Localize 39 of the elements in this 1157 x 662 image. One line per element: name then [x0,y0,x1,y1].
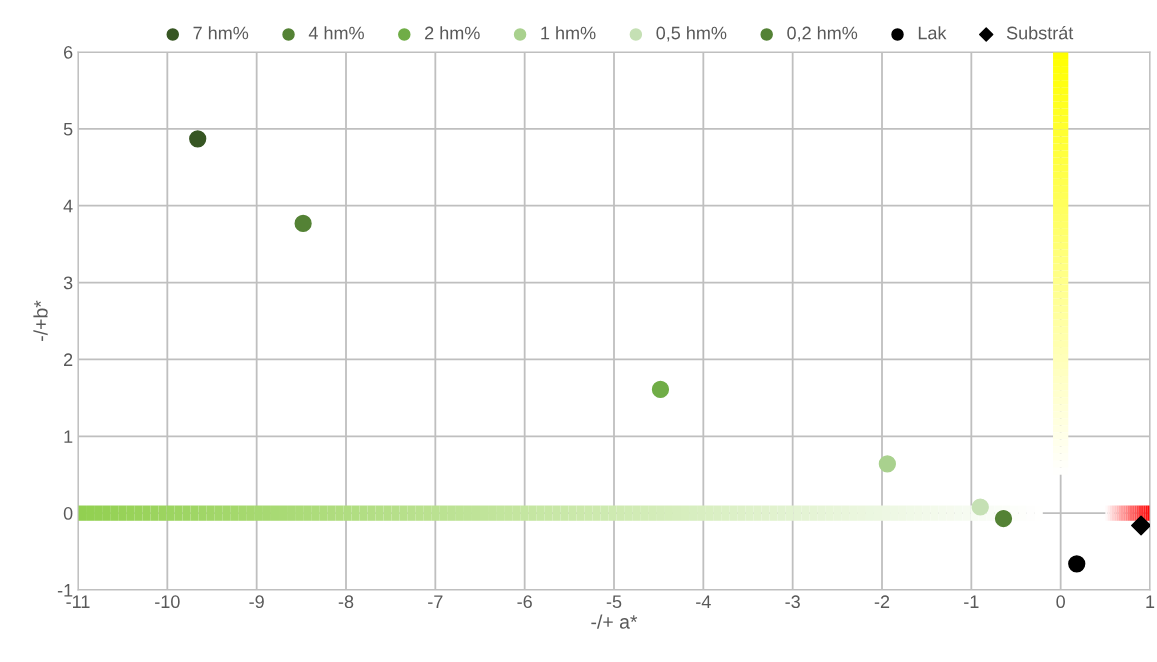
legend-label: 0,5 hm% [656,26,727,42]
x-tick-label: -8 [338,595,354,609]
legend-label: 7 hm% [193,26,249,40]
y-tick-label: 1 [64,430,73,443]
x-tick-label: -6 [517,595,532,609]
x-tick-label: -2 [874,595,890,608]
point [651,380,670,399]
point [189,130,207,148]
x-tick-label: -1 [964,595,979,608]
point [1131,515,1150,536]
y-tick-label: -1 [57,584,73,597]
x-axis-title: -/+ a* [591,614,638,629]
x-tick-label: -10 [155,595,180,609]
y-tick-label: 6 [64,45,73,59]
point [994,509,1013,528]
x-tick-label: 1 [1146,595,1155,608]
point [294,214,312,233]
x-tick-label: -5 [606,595,622,609]
y-tick-label: 5 [63,122,73,136]
x-tick-label: -3 [785,595,800,609]
legend-label: 0,2 hm% [787,26,858,42]
x-tick-label: -11 [66,595,90,608]
x-tick-label: -7 [428,595,443,608]
x-tick-label: 0 [1056,595,1065,609]
point [1068,555,1086,573]
legend-label: 4 hm% [308,26,364,40]
legend-label: 1 hm% [541,26,596,40]
legend-label: 2 hm% [425,26,480,40]
point [878,455,896,473]
legend-label: Lak [918,26,947,40]
y-axis-title: -/+b* [33,300,48,341]
y-tick-label: 2 [64,353,73,366]
y-tick-label: 4 [63,199,73,213]
y-tick-label: 3 [63,276,73,290]
legend-label: Substrát [1006,25,1074,40]
y-tick-label: 0 [63,507,73,520]
x-tick-label: -9 [249,595,264,609]
x-tick-label: -4 [696,595,711,608]
point [971,498,989,516]
